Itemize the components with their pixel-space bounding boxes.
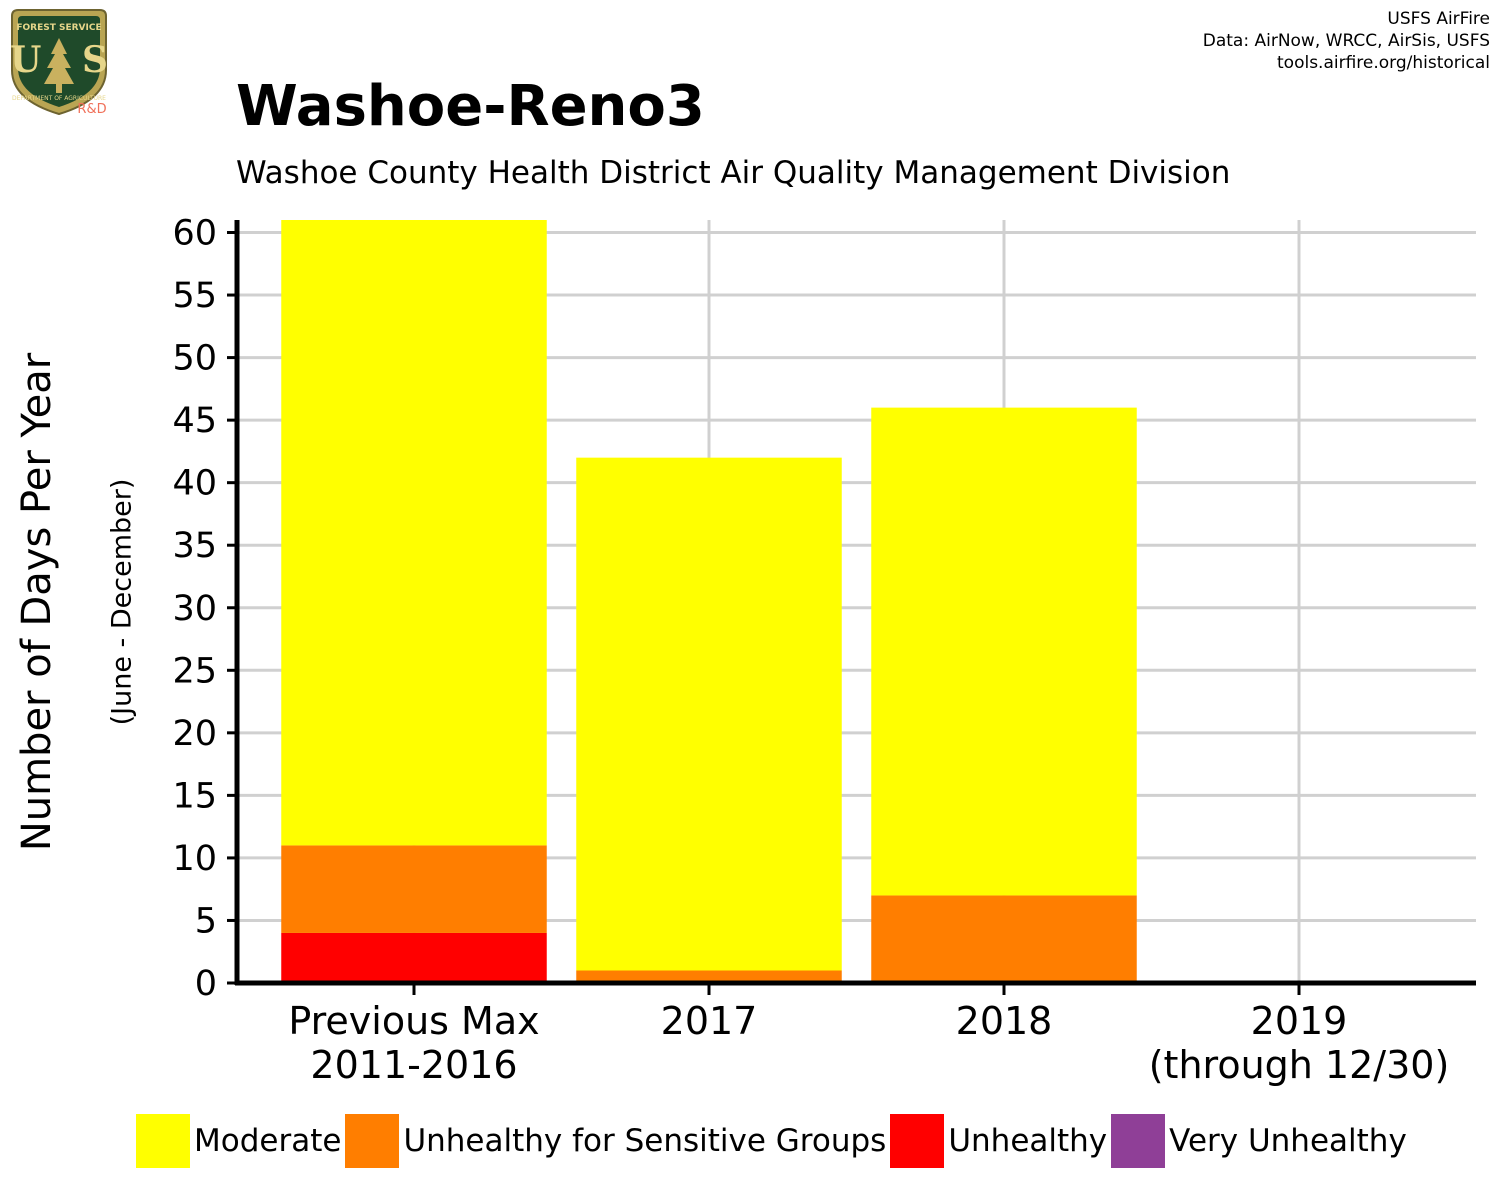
y-tick-label: 45 [172, 401, 217, 441]
legend-item: Unhealthy for Sensitive Groups [345, 1114, 890, 1168]
logo-main-text: U S [10, 39, 108, 81]
legend-label: Very Unhealthy [1169, 1123, 1407, 1159]
bar-segment-moderate [871, 407, 1137, 896]
data-credit: USFS AirFire Data: AirNow, WRCC, AirSis,… [1203, 8, 1490, 74]
y-tick-label: 35 [172, 526, 217, 566]
legend-item: Very Unhealthy [1111, 1114, 1411, 1168]
bar-segment-unhealthy-for-sensitive-groups [281, 845, 547, 933]
y-tick-label: 10 [172, 839, 217, 879]
legend: Moderate Unhealthy for Sensitive Groups Un… [136, 1113, 1411, 1169]
credit-line-3: tools.airfire.org/historical [1277, 53, 1490, 73]
x-tick-label: 2011-2016 [310, 1043, 517, 1087]
bar-segment-unhealthy-for-sensitive-groups [576, 970, 842, 983]
y-tick-label: 0 [195, 964, 217, 1004]
y-tick-label: 55 [172, 276, 217, 316]
y-tick-label: 25 [172, 651, 217, 691]
axes [227, 220, 1476, 995]
legend-swatch [136, 1114, 190, 1168]
legend-label: Unhealthy for Sensitive Groups [403, 1123, 887, 1159]
tick-labels: 0 5 10 15 20 25 30 35 40 45 50 55 60 Previous Max2011… [172, 214, 1449, 1087]
y-tick-label: 40 [172, 464, 217, 504]
y-tick-label: 5 [195, 901, 217, 941]
legend-swatch [890, 1114, 945, 1168]
chart-title: Washoe-Reno3 [236, 74, 705, 139]
x-tick-label: 2019 [1251, 999, 1348, 1043]
bar-segment-unhealthy-for-sensitive-groups [871, 895, 1137, 983]
credit-line-1: USFS AirFire [1387, 9, 1490, 29]
logo-bottom-text: DEPARTMENT OF AGRICULTURE [12, 95, 106, 102]
legend-label: Unhealthy [948, 1123, 1108, 1159]
usfs-shield-icon: FOREST SERVICE U S DEPARTMENT OF AGRICUL… [10, 9, 108, 116]
bar-segment-unhealthy [281, 932, 547, 983]
y-tick-label: 20 [172, 714, 217, 754]
y-tick-label: 15 [172, 776, 217, 816]
legend-swatch [345, 1114, 400, 1168]
credit-line-2: Data: AirNow, WRCC, AirSis, USFS [1202, 31, 1490, 51]
bar-segment-moderate [576, 457, 842, 971]
x-tick-label: 2017 [661, 999, 758, 1043]
chart-subtitle: Washoe County Health District Air Qualit… [236, 155, 1231, 191]
y-tick-label: 50 [172, 339, 217, 379]
x-tick-label: Previous Max [288, 999, 539, 1043]
bars [281, 220, 1137, 983]
y-tick-label: 60 [172, 214, 217, 254]
legend-swatch [1111, 1114, 1166, 1168]
legend-label: Moderate [194, 1123, 342, 1159]
x-tick-label: 2018 [956, 999, 1053, 1043]
x-tick-label: (through 12/30) [1149, 1043, 1450, 1087]
y-tick-label: 30 [172, 589, 217, 629]
logo-tag: R&D [77, 102, 106, 116]
bar-segment-moderate [281, 220, 547, 846]
legend-item: Moderate [136, 1114, 345, 1168]
logo-top-text: FOREST SERVICE [16, 23, 101, 33]
legend-item: Unhealthy [890, 1114, 1111, 1168]
